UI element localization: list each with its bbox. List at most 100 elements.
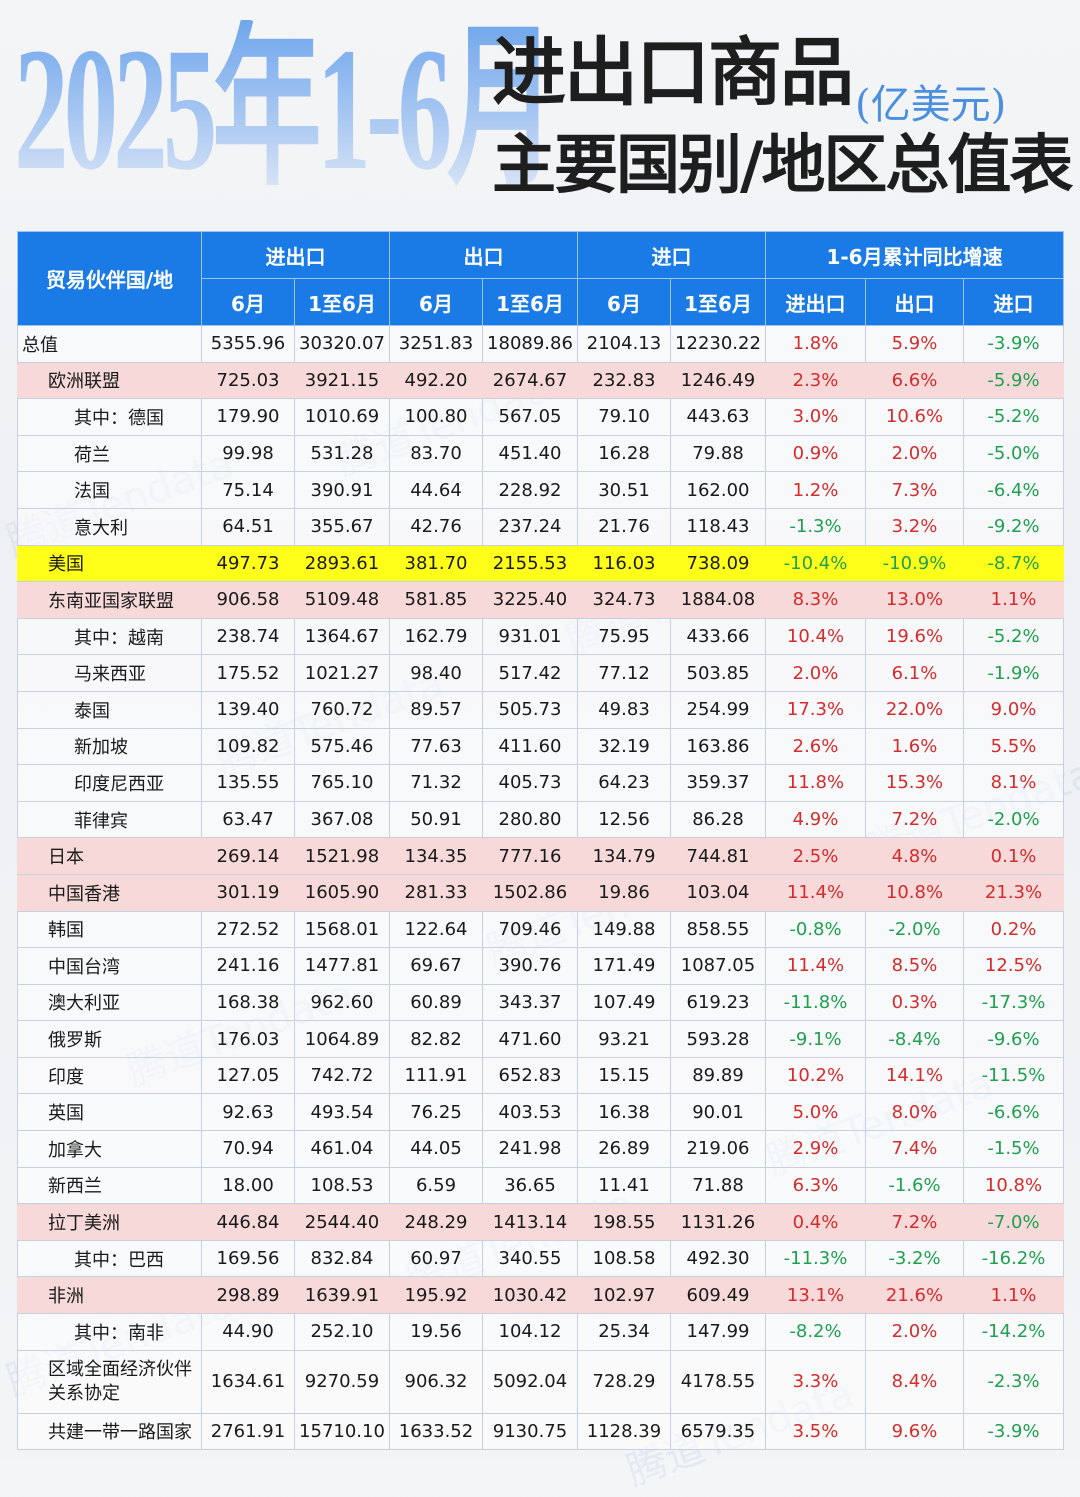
table-row: 东南亚国家联盟 906.58 5109.48 581.85 3225.40 324.73 1…	[17, 581, 1065, 619]
value-cell: 93.21	[577, 1020, 671, 1058]
growth-cell: 15.3%	[865, 764, 964, 802]
value-cell: 298.89	[201, 1276, 295, 1315]
value-cell: 86.28	[670, 800, 766, 839]
value-cell: 1413.14	[482, 1203, 578, 1241]
table-row: 日本 269.14 1521.98 134.35 777.16 134.79 744.81 2…	[17, 837, 1065, 875]
value-cell: 108.58	[577, 1239, 671, 1278]
value-cell: 11.41	[577, 1166, 671, 1205]
growth-cell: 2.3%	[765, 361, 866, 400]
growth-cell: 1.2%	[765, 471, 866, 509]
value-cell: 390.76	[482, 947, 578, 985]
growth-cell: 8.4%	[865, 1349, 964, 1414]
value-cell: 906.58	[201, 581, 295, 619]
partner-name: 新加坡	[17, 727, 202, 766]
growth-cell: -8.4%	[865, 1020, 964, 1058]
value-cell: 451.40	[482, 434, 578, 473]
table-row: 非洲 298.89 1639.91 195.92 1030.42 102.97 609.49…	[17, 1276, 1065, 1315]
value-cell: 3921.15	[294, 361, 390, 400]
value-cell: 343.37	[482, 983, 578, 1022]
growth-cell: -6.6%	[962, 1093, 1065, 1132]
value-cell: 301.19	[201, 873, 295, 912]
value-cell: 858.55	[670, 910, 766, 949]
value-cell: 25.34	[577, 1313, 671, 1351]
growth-cell: 10.8%	[865, 873, 964, 912]
value-cell: 108.53	[294, 1166, 390, 1205]
value-cell: 2104.13	[577, 325, 671, 363]
growth-cell: -14.2%	[962, 1313, 1065, 1351]
value-cell: 149.88	[577, 910, 671, 949]
value-cell: 5109.48	[294, 581, 390, 619]
group-header-growth: 1-6月累计同比增速	[764, 231, 1065, 279]
value-cell: 531.28	[294, 434, 390, 473]
value-cell: 69.67	[389, 947, 483, 985]
value-cell: 728.29	[577, 1349, 671, 1414]
growth-cell: 5.9%	[865, 325, 964, 363]
table-row: 欧洲联盟 725.03 3921.15 492.20 2674.67 232.83 1246…	[17, 361, 1065, 400]
value-cell: 1010.69	[294, 398, 390, 436]
growth-cell: -1.3%	[765, 507, 866, 546]
value-cell: 26.89	[577, 1130, 671, 1168]
value-cell: 82.82	[389, 1020, 483, 1058]
value-cell: 83.70	[389, 434, 483, 473]
table-row: 新西兰 18.00 108.53 6.59 36.65 11.41 71.88 6.3% -1.…	[17, 1166, 1065, 1205]
value-cell: 503.85	[670, 654, 766, 692]
value-cell: 127.05	[201, 1056, 295, 1095]
growth-cell: -5.9%	[962, 361, 1065, 400]
partner-name: 意大利	[17, 507, 202, 546]
value-cell: 497.73	[201, 544, 295, 583]
value-cell: 2155.53	[482, 544, 578, 583]
growth-cell: -8.7%	[962, 544, 1065, 583]
partner-name: 新西兰	[17, 1166, 202, 1205]
growth-cell: 4.8%	[865, 837, 964, 875]
value-cell: 709.46	[482, 910, 578, 949]
growth-cell: -11.8%	[765, 983, 866, 1022]
value-cell: 3251.83	[389, 325, 483, 363]
growth-cell: -8.2%	[765, 1313, 866, 1351]
table-row: 韩国 272.52 1568.01 122.64 709.46 149.88 858.55-…	[17, 910, 1065, 949]
value-cell: 16.28	[577, 434, 671, 473]
value-cell: 107.49	[577, 983, 671, 1022]
table-row: 泰国 139.40 760.72 89.57 505.73 49.83 254.99 17.3…	[17, 690, 1065, 729]
growth-cell: 1.6%	[865, 727, 964, 766]
subheader: 进出口	[765, 278, 866, 326]
value-cell: 6579.35	[670, 1412, 766, 1451]
value-cell: 1364.67	[294, 617, 390, 656]
value-cell: 77.63	[389, 727, 483, 766]
value-cell: 1634.61	[201, 1349, 295, 1414]
growth-cell: 2.5%	[765, 837, 866, 875]
growth-cell: 2.6%	[765, 727, 866, 766]
value-cell: 567.05	[482, 398, 578, 436]
growth-cell: -1.5%	[962, 1130, 1065, 1168]
growth-cell: 2.0%	[865, 1313, 964, 1351]
growth-cell: 10.2%	[765, 1056, 866, 1095]
value-cell: 254.99	[670, 690, 766, 729]
value-cell: 111.91	[389, 1056, 483, 1095]
table-row: 其中：南非 44.90 252.10 19.56 104.12 25.34 147.99 -8…	[17, 1313, 1065, 1351]
value-cell: 575.46	[294, 727, 390, 766]
value-cell: 744.81	[670, 837, 766, 875]
value-cell: 60.89	[389, 983, 483, 1022]
value-cell: 75.95	[577, 617, 671, 656]
growth-cell: 9.0%	[962, 690, 1065, 729]
value-cell: 15.15	[577, 1056, 671, 1095]
partner-name: 日本	[17, 837, 202, 875]
table-row: 加拿大 70.94 461.04 44.05 241.98 26.89 219.06 2.9%…	[17, 1130, 1065, 1168]
value-cell: 92.63	[201, 1093, 295, 1132]
growth-cell: -10.9%	[865, 544, 964, 583]
value-cell: 171.49	[577, 947, 671, 985]
growth-cell: 2.9%	[765, 1130, 866, 1168]
partner-name: 其中：德国	[17, 398, 202, 436]
value-cell: 2544.40	[294, 1203, 390, 1241]
growth-cell: 8.1%	[962, 764, 1065, 802]
value-cell: 493.54	[294, 1093, 390, 1132]
partner-name: 菲律宾	[17, 800, 202, 839]
partner-name: 美国	[17, 544, 202, 583]
table-row: 共建一带一路国家 2761.91 15710.10 1633.52 9130.75 112…	[17, 1412, 1065, 1451]
value-cell: 2674.67	[482, 361, 578, 400]
value-cell: 593.28	[670, 1020, 766, 1058]
partner-name: 拉丁美洲	[17, 1203, 202, 1241]
value-cell: 517.42	[482, 654, 578, 692]
value-cell: 652.83	[482, 1056, 578, 1095]
value-cell: 100.80	[389, 398, 483, 436]
value-cell: 252.10	[294, 1313, 390, 1351]
